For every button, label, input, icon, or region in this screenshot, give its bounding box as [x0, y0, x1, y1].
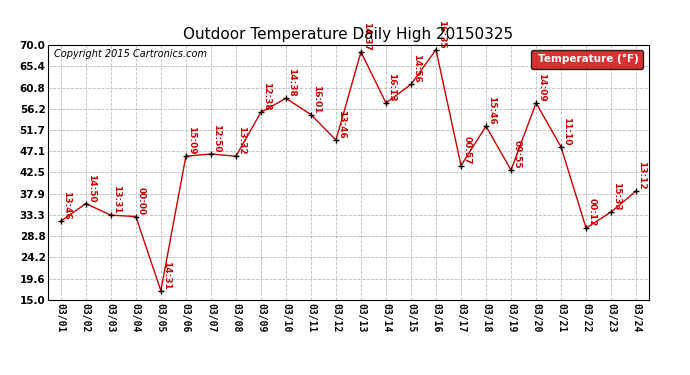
- Text: Copyright 2015 Cartronics.com: Copyright 2015 Cartronics.com: [55, 49, 207, 59]
- Text: 14:50: 14:50: [87, 174, 96, 202]
- Text: 00:00: 00:00: [137, 187, 146, 215]
- Text: 14:56: 14:56: [412, 54, 421, 83]
- Text: 14:09: 14:09: [538, 73, 546, 102]
- Text: 14:38: 14:38: [287, 68, 296, 97]
- Title: Outdoor Temperature Daily High 20150325: Outdoor Temperature Daily High 20150325: [184, 27, 513, 42]
- Text: 00:57: 00:57: [462, 136, 471, 164]
- Text: 16:13: 16:13: [387, 73, 396, 102]
- Text: 13:12: 13:12: [638, 161, 647, 190]
- Text: 12:50: 12:50: [212, 124, 221, 153]
- Text: 13:46: 13:46: [337, 110, 346, 139]
- Text: 16:01: 16:01: [312, 85, 321, 113]
- Text: 14:37: 14:37: [362, 22, 371, 51]
- Text: 13:32: 13:32: [237, 126, 246, 155]
- Text: 12:38: 12:38: [262, 82, 271, 111]
- Text: 13:31: 13:31: [112, 185, 121, 214]
- Text: 14:31: 14:31: [162, 261, 171, 290]
- Text: 13:46: 13:46: [62, 191, 71, 220]
- Text: 15:33: 15:33: [612, 182, 621, 210]
- Text: 09:55: 09:55: [512, 140, 521, 169]
- Text: 16:35: 16:35: [437, 20, 446, 48]
- Text: 11:10: 11:10: [562, 117, 571, 146]
- Text: 15:46: 15:46: [487, 96, 496, 125]
- Text: 15:09: 15:09: [187, 126, 196, 155]
- Legend: Temperature (°F): Temperature (°F): [531, 50, 643, 69]
- Text: 00:12: 00:12: [587, 198, 596, 227]
